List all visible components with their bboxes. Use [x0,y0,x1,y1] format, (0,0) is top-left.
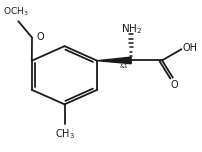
Text: CH$_3$: CH$_3$ [55,127,75,141]
Text: O: O [37,32,44,42]
Text: OCH$_3$: OCH$_3$ [3,6,29,19]
Text: OH: OH [182,43,197,54]
Polygon shape [97,57,131,64]
Text: O: O [171,80,179,90]
Text: &1: &1 [120,64,129,69]
Text: NH$_2$: NH$_2$ [121,23,142,36]
